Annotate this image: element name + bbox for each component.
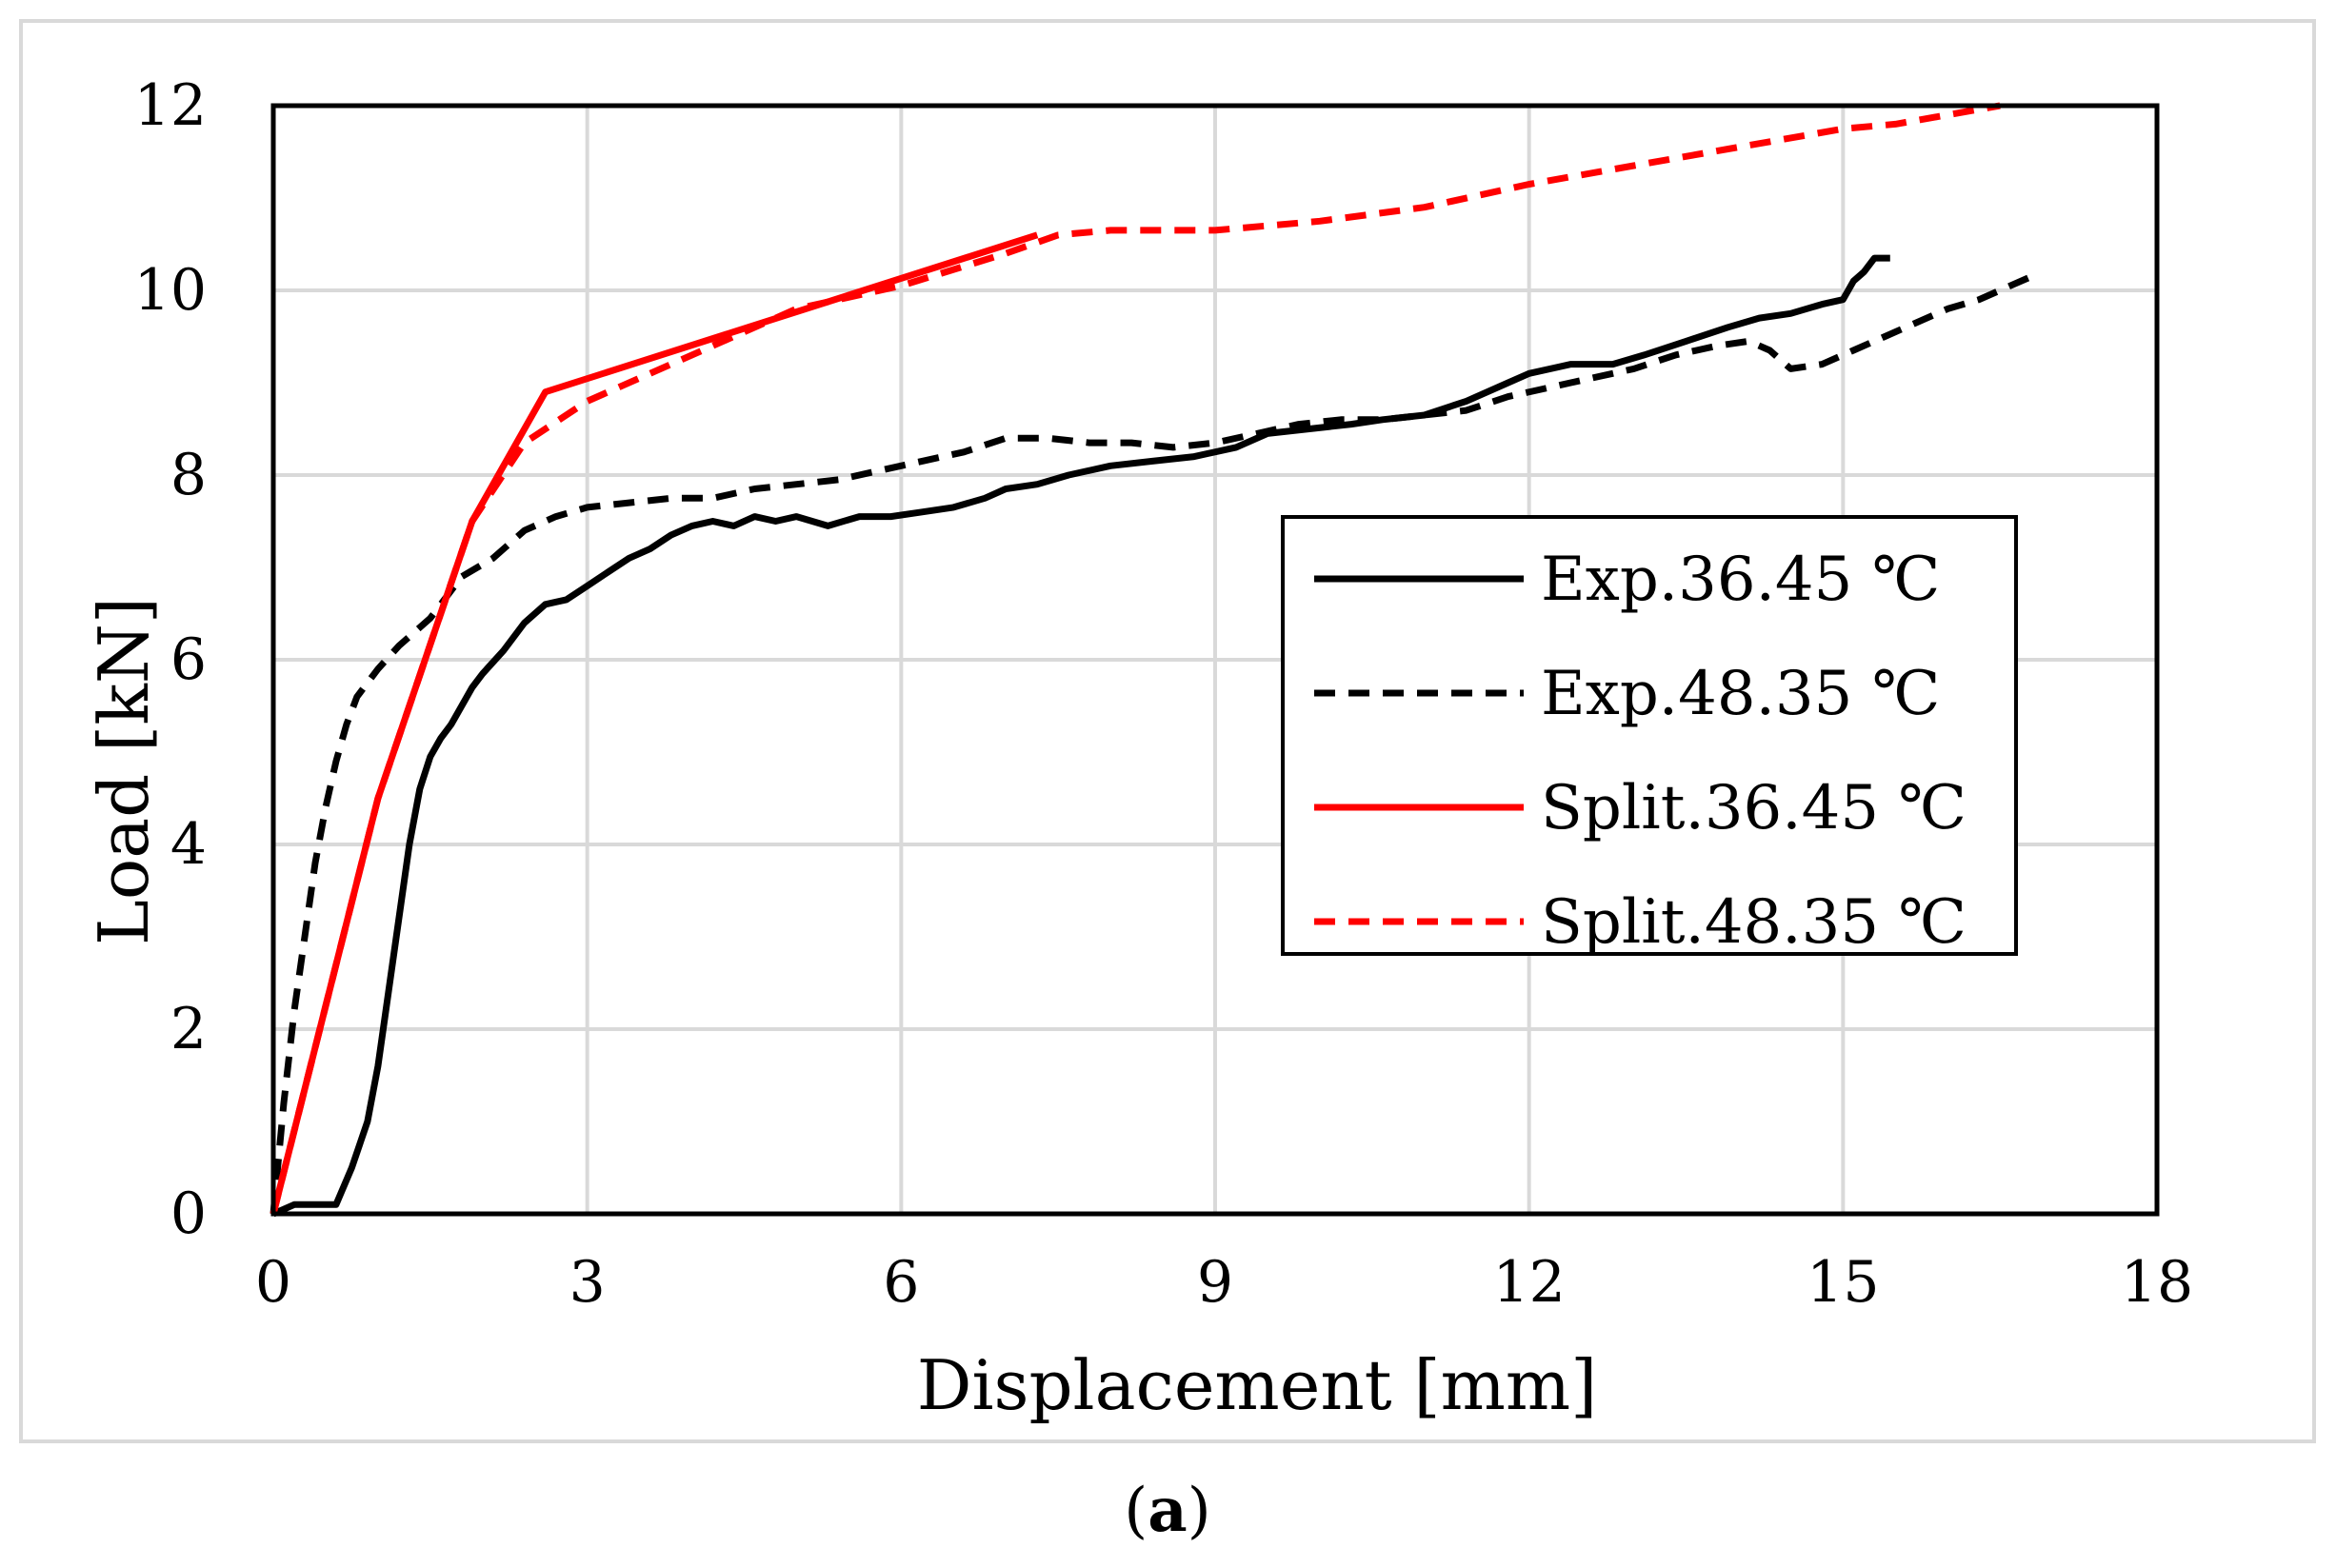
legend-box — [1281, 515, 2018, 956]
y-tick-label: 12 — [134, 72, 207, 139]
caption-open-paren: ( — [1124, 1476, 1148, 1546]
series-lines — [270, 102, 2033, 1218]
legend-label-2: Exp.48.35 ℃ — [1541, 659, 1940, 729]
legend-label-4: Split.48.35 ℃ — [1541, 887, 1967, 958]
plot-area-border — [270, 103, 2160, 1217]
figure-caption: (a) — [1124, 1475, 1210, 1546]
x-tick-label: 9 — [1197, 1249, 1233, 1316]
y-tick-label: 4 — [170, 811, 207, 878]
y-tick-label: 6 — [170, 626, 207, 693]
legend-label-1: Exp.36.45 ℃ — [1541, 545, 1940, 615]
x-axis-title: Displacement [mm] — [917, 1345, 1597, 1425]
x-tick-label: 3 — [569, 1249, 606, 1316]
x-tick-label: 6 — [883, 1249, 919, 1316]
series-line-4 — [270, 102, 2001, 1215]
x-tick-label: 15 — [1807, 1249, 1879, 1316]
caption-letter: a — [1148, 1475, 1187, 1546]
x-tick-label: 18 — [2121, 1249, 2193, 1316]
y-axis-title: Load [kN] — [84, 597, 164, 945]
y-tick-label: 0 — [170, 1181, 207, 1247]
legend: Exp.36.45 ℃ Exp.48.35 ℃ Split.36.45 ℃ Split… — [1281, 515, 2018, 958]
y-tick-labels: 0 2 4 6 8 10 12 — [134, 72, 207, 1247]
x-tick-label: 0 — [255, 1249, 291, 1316]
y-tick-label: 2 — [170, 996, 207, 1062]
x-tick-label: 12 — [1492, 1249, 1565, 1316]
series-line-1 — [271, 254, 1890, 1218]
x-tick-labels: 0 3 6 9 12 15 18 — [255, 1249, 2193, 1316]
y-tick-label: 10 — [134, 257, 207, 324]
legend-label-3: Split.36.45 ℃ — [1541, 773, 1967, 844]
series-line-2 — [270, 273, 2033, 1215]
caption-close-paren: ) — [1188, 1476, 1211, 1546]
y-tick-label: 8 — [170, 442, 207, 508]
